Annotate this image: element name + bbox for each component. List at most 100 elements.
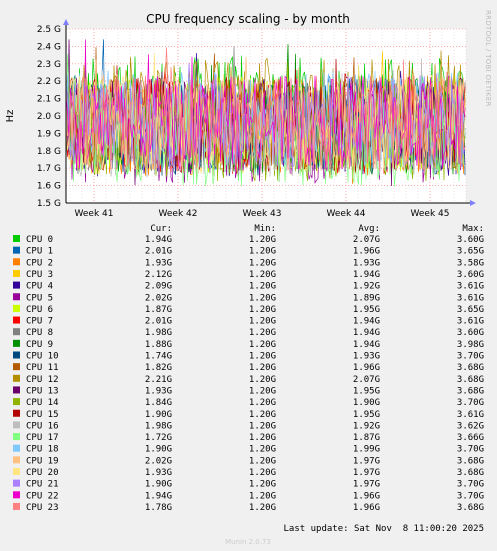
legend-cur: 1.78G <box>145 503 172 513</box>
legend-name: CPU 10 <box>26 352 59 362</box>
legend-avg: 1.94G <box>353 270 380 280</box>
legend-name: CPU 1 <box>26 247 53 257</box>
legend-name: CPU 11 <box>26 363 59 373</box>
legend-avg: 1.87G <box>353 433 380 443</box>
legend-swatch <box>13 293 20 301</box>
legend-swatch <box>13 304 20 312</box>
y-tick-label: 2.4 G <box>37 42 61 52</box>
legend-avg: 1.96G <box>353 503 380 513</box>
legend-name: CPU 14 <box>26 398 59 408</box>
legend-avg: 1.94G <box>353 340 380 350</box>
legend-min: 1.20G <box>249 363 276 373</box>
legend-min: 1.20G <box>249 293 276 303</box>
legend-row: CPU 11 1.82G 1.20G 1.96G 3.68G <box>13 363 484 373</box>
legend-name: CPU 4 <box>26 282 53 292</box>
legend-max: 3.66G <box>457 433 484 443</box>
legend-avg: 1.93G <box>353 352 380 362</box>
legend-cur: 2.02G <box>145 456 172 466</box>
x-tick-label: Week 43 <box>243 209 282 219</box>
legend-cur: 1.98G <box>145 421 172 431</box>
legend-swatch <box>13 409 20 417</box>
legend-row: CPU 18 1.90G 1.20G 1.99G 3.70G <box>13 444 484 455</box>
legend-min: 1.20G <box>249 258 276 268</box>
legend-row: CPU 8 1.98G 1.20G 1.94G 3.60G <box>13 328 484 338</box>
legend-max: 3.68G <box>457 468 484 478</box>
legend-min: 1.20G <box>249 503 276 513</box>
legend-avg: 1.96G <box>353 247 380 257</box>
legend-max: 3.68G <box>457 386 484 396</box>
legend-name: CPU 0 <box>26 235 53 245</box>
legend-name: CPU 18 <box>26 445 59 455</box>
legend-name: CPU 22 <box>26 491 59 501</box>
legend-avg: 1.95G <box>353 410 380 420</box>
legend-min: 1.20G <box>249 410 276 420</box>
legend-row: CPU 7 2.01G 1.20G 1.94G 3.61G <box>13 316 484 327</box>
y-tick-labels: 1.5 G 1.6 G 1.7 G 1.8 G 1.9 G 2.0 G 2.1 G 2.2 G… <box>37 25 61 209</box>
legend-min: 1.20G <box>249 433 276 443</box>
x-tick-label: Week 45 <box>411 209 450 219</box>
y-axis-label: Hz <box>5 110 16 123</box>
legend-cur: 1.72G <box>145 433 172 443</box>
legend-avg: 1.96G <box>353 491 380 501</box>
legend-swatch <box>13 456 20 464</box>
legend: Cur: Min: Avg: Max: CPU 0 1.94G 1.20G 2.07G… <box>13 224 484 513</box>
y-tick-label: 2.0 G <box>37 112 61 122</box>
legend-header-avg: Avg: <box>358 224 380 234</box>
legend-cur: 2.21G <box>145 375 172 385</box>
chart-title: CPU frequency scaling - by month <box>146 12 350 26</box>
legend-name: CPU 15 <box>26 410 59 420</box>
legend-row: CPU 0 1.94G 1.20G 2.07G 3.60G <box>13 235 484 245</box>
legend-avg: 1.97G <box>353 456 380 466</box>
legend-swatch <box>13 363 20 371</box>
legend-max: 3.61G <box>457 317 484 327</box>
legend-name: CPU 6 <box>26 305 53 315</box>
legend-row: CPU 5 2.02G 1.20G 1.89G 3.61G <box>13 293 484 303</box>
legend-swatch <box>13 246 20 254</box>
y-tick-label: 2.5 G <box>37 25 61 35</box>
legend-cur: 1.87G <box>145 305 172 315</box>
legend-min: 1.20G <box>249 456 276 466</box>
legend-swatch <box>13 386 20 394</box>
legend-avg: 1.99G <box>353 445 380 455</box>
legend-min: 1.20G <box>249 328 276 338</box>
legend-min: 1.20G <box>249 305 276 315</box>
y-tick-label: 1.6 G <box>37 182 61 192</box>
legend-avg: 1.92G <box>353 421 380 431</box>
legend-min: 1.20G <box>249 247 276 257</box>
legend-avg: 1.94G <box>353 328 380 338</box>
legend-min: 1.20G <box>249 317 276 327</box>
x-tick-labels: Week 41 Week 42 Week 43 Week 44 Week 45 <box>75 209 450 219</box>
legend-row: CPU 22 1.94G 1.20G 1.96G 3.70G <box>13 491 484 501</box>
legend-name: CPU 13 <box>26 386 59 396</box>
legend-avg: 1.97G <box>353 468 380 478</box>
legend-avg: 1.93G <box>353 258 380 268</box>
legend-row: CPU 10 1.74G 1.20G 1.93G 3.70G <box>13 351 484 362</box>
legend-min: 1.20G <box>249 468 276 478</box>
legend-avg: 2.07G <box>353 375 380 385</box>
y-tick-label: 1.5 G <box>37 199 61 209</box>
legend-cur: 1.84G <box>145 398 172 408</box>
legend-swatch <box>13 269 20 277</box>
legend-cur: 2.09G <box>145 282 172 292</box>
munin-version: Munin 2.0.73 <box>225 538 271 546</box>
legend-max: 3.70G <box>457 352 484 362</box>
y-tick-label: 1.7 G <box>37 164 61 174</box>
series-line-cpu-22 <box>65 39 466 171</box>
y-tick-label: 2.1 G <box>37 95 61 105</box>
legend-min: 1.20G <box>249 340 276 350</box>
legend-name: CPU 9 <box>26 340 53 350</box>
x-tick-label: Week 42 <box>159 209 198 219</box>
legend-row: CPU 21 1.90G 1.20G 1.97G 3.70G <box>13 479 484 490</box>
legend-cur: 1.93G <box>145 258 172 268</box>
legend-avg: 2.07G <box>353 235 380 245</box>
legend-avg: 1.95G <box>353 386 380 396</box>
x-tick-label: Week 41 <box>75 209 114 219</box>
legend-header-min: Min: <box>254 224 276 234</box>
legend-name: CPU 19 <box>26 456 59 466</box>
legend-max: 3.68G <box>457 456 484 466</box>
legend-avg: 1.89G <box>353 293 380 303</box>
legend-max: 3.70G <box>457 480 484 490</box>
legend-swatch <box>13 316 20 324</box>
legend-max: 3.68G <box>457 503 484 513</box>
